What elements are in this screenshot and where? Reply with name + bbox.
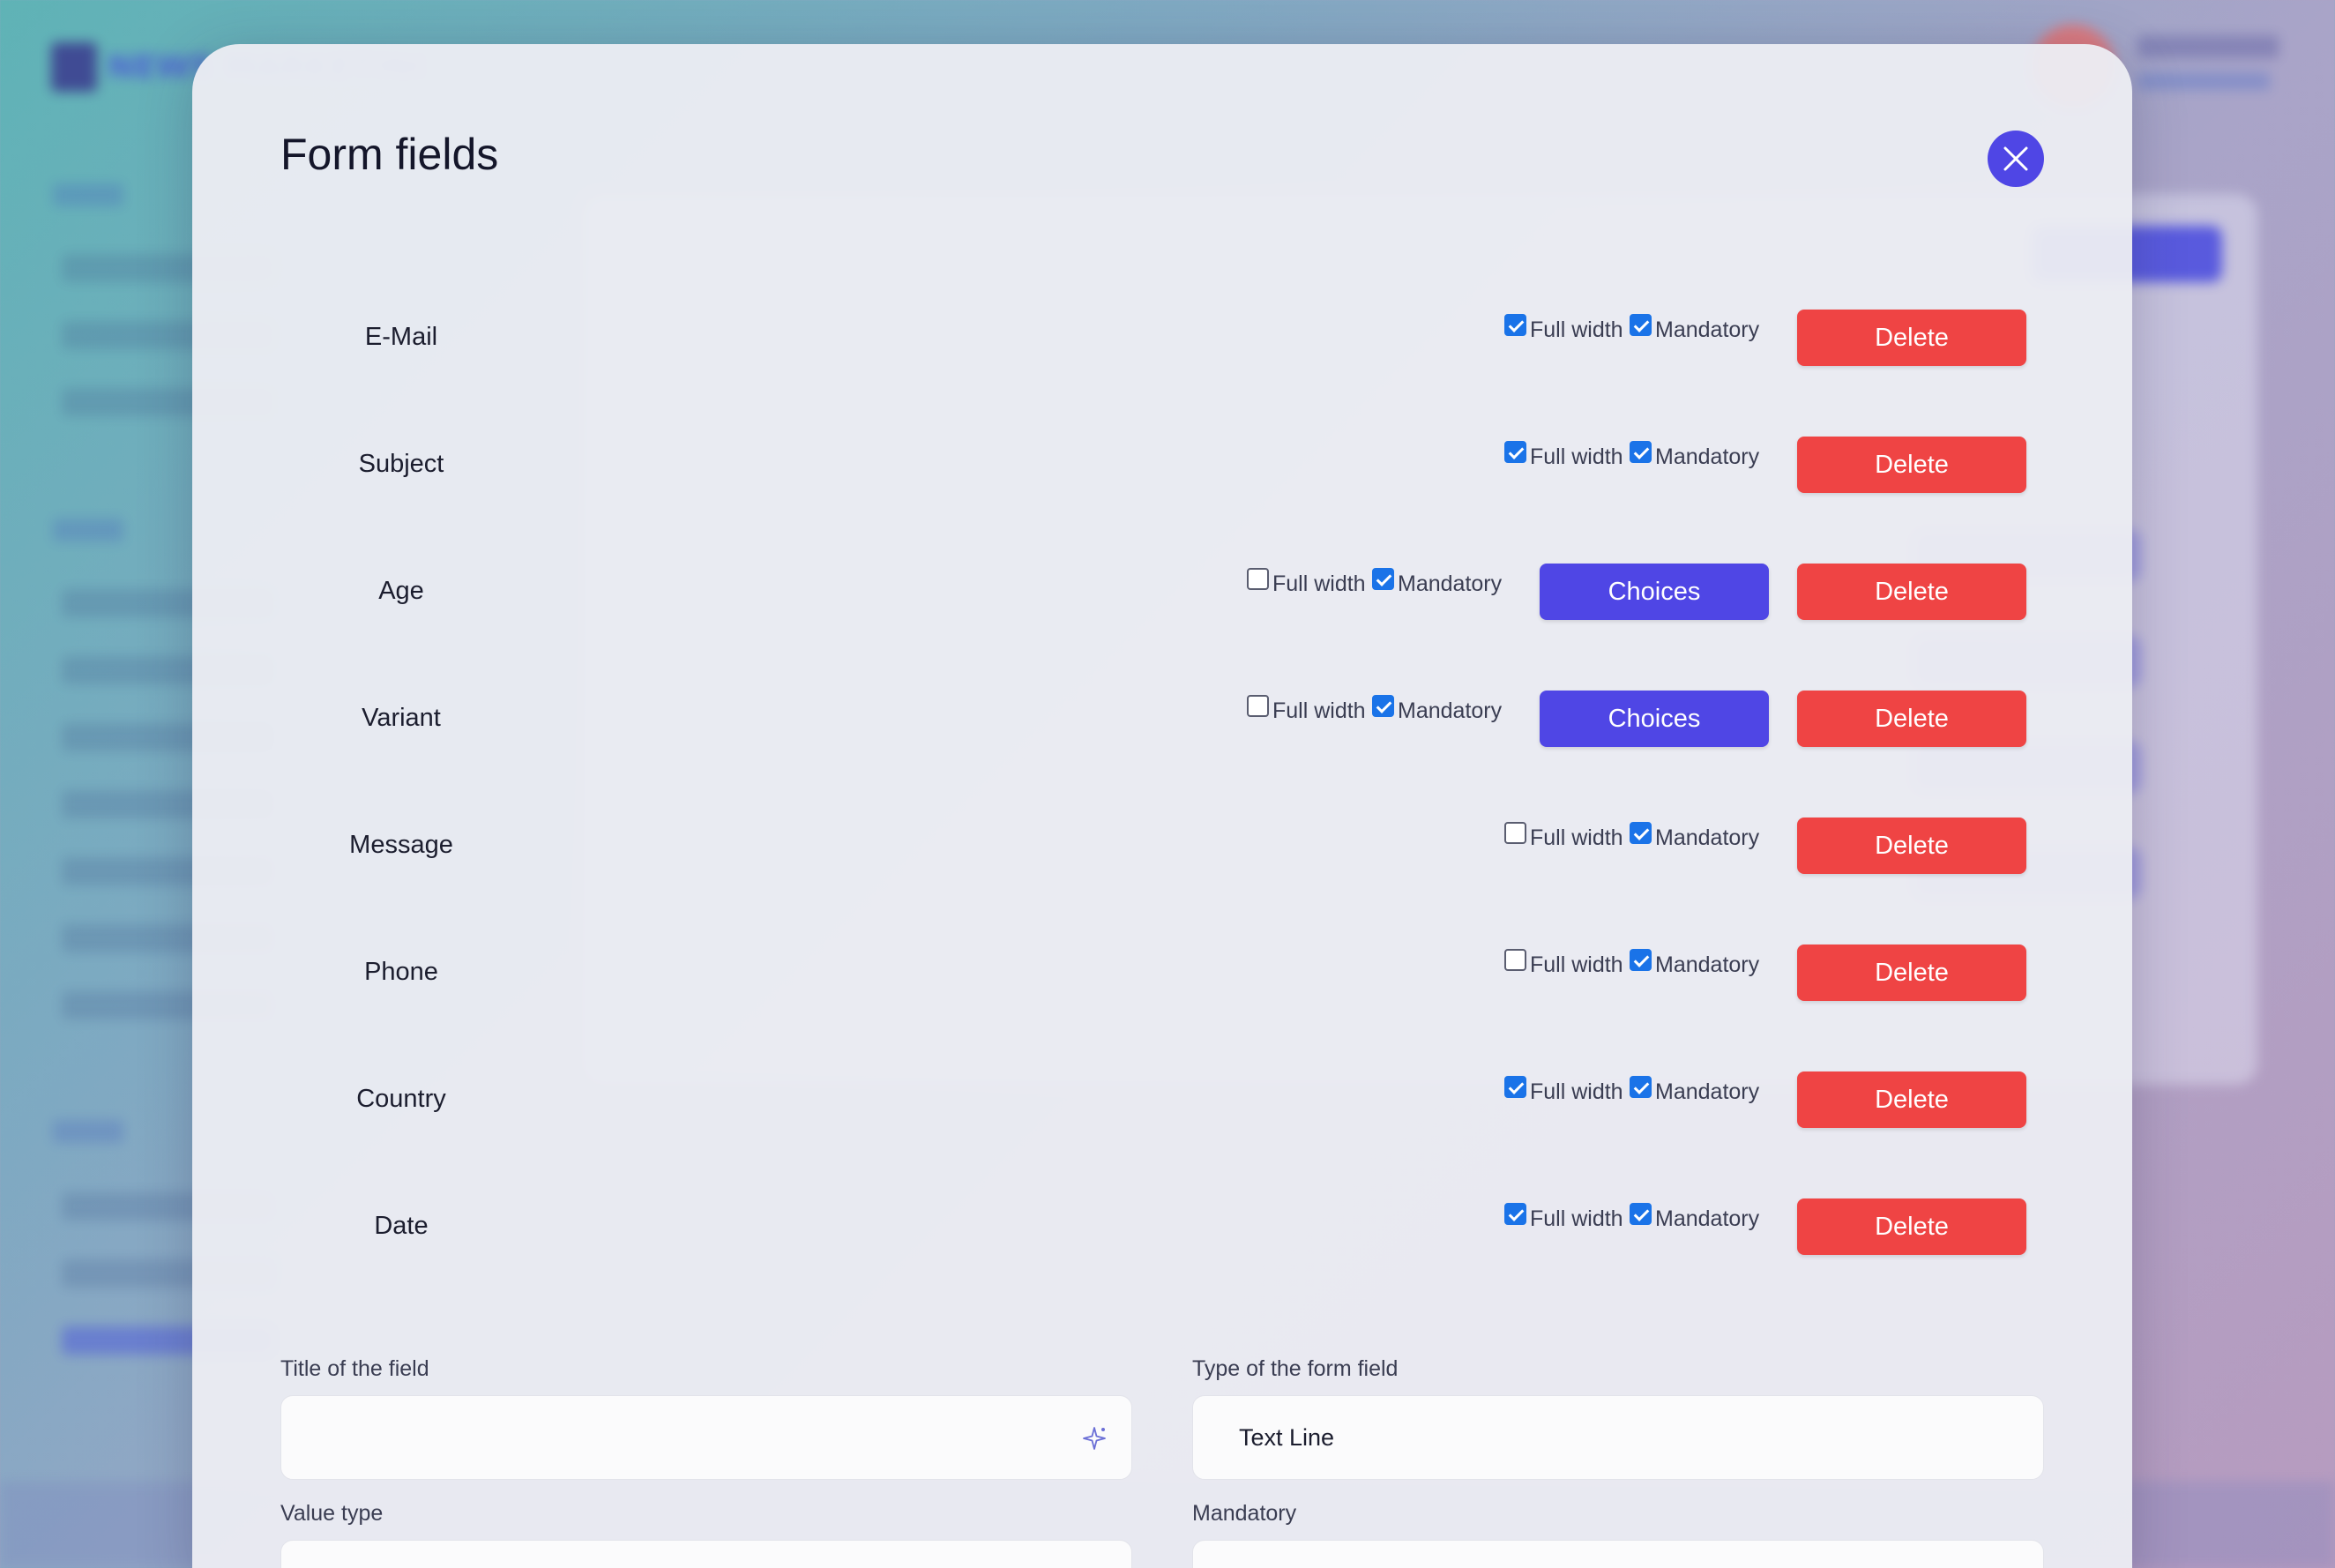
full-width-checkbox[interactable] xyxy=(1504,313,1526,336)
mandatory-option-label: Mandatory xyxy=(1655,317,1760,342)
mandatory-option-label: Mandatory xyxy=(1655,1206,1760,1231)
mandatory-option[interactable]: Mandatory xyxy=(1630,820,1759,855)
sparkle-icon[interactable] xyxy=(1080,1424,1108,1452)
full-width-checkbox[interactable] xyxy=(1504,821,1526,844)
choices-button[interactable]: Choices xyxy=(1540,691,1769,747)
full-width-checkbox[interactable] xyxy=(1504,1202,1526,1225)
type-field-value: Text Line xyxy=(1239,1423,1335,1451)
full-width-option[interactable]: Full width xyxy=(1247,566,1366,601)
mandatory-checkbox[interactable] xyxy=(1372,567,1394,590)
mandatory-select[interactable] xyxy=(1192,1540,2044,1568)
field-row: Subject Full width Mandatory Delete xyxy=(192,400,2132,527)
field-row: E-Mail Full width Mandatory Delete xyxy=(192,273,2132,400)
user-role xyxy=(2137,72,2270,90)
full-width-option[interactable]: Full width xyxy=(1504,820,1623,855)
field-name: Subject xyxy=(358,449,444,478)
field-name: Age xyxy=(378,576,424,605)
delete-button[interactable]: Delete xyxy=(1797,1071,2026,1128)
field-row: Country Full width Mandatory Delete xyxy=(192,1035,2132,1162)
full-width-option[interactable]: Full width xyxy=(1504,1074,1623,1109)
full-width-label: Full width xyxy=(1530,444,1623,469)
full-width-option[interactable]: Full width xyxy=(1247,693,1366,728)
full-width-checkbox[interactable] xyxy=(1504,440,1526,463)
sidebar-section xyxy=(53,1120,123,1143)
app-logo-icon xyxy=(51,42,97,92)
close-button[interactable] xyxy=(1988,131,2044,187)
field-name: Message xyxy=(349,830,453,859)
value-type-select[interactable] xyxy=(280,1540,1132,1568)
mandatory-option[interactable]: Mandatory xyxy=(1630,1201,1759,1236)
mandatory-option[interactable]: Mandatory xyxy=(1372,566,1502,601)
full-width-checkbox[interactable] xyxy=(1247,694,1269,717)
title-field-label: Title of the field xyxy=(280,1356,429,1381)
full-width-option[interactable]: Full width xyxy=(1504,1201,1623,1236)
mandatory-checkbox[interactable] xyxy=(1372,694,1394,717)
mandatory-checkbox[interactable] xyxy=(1630,948,1652,971)
full-width-option[interactable]: Full width xyxy=(1504,439,1623,474)
field-name: Country xyxy=(356,1084,446,1113)
user-name xyxy=(2137,35,2279,58)
close-icon xyxy=(2003,146,2028,171)
delete-button[interactable]: Delete xyxy=(1797,691,2026,747)
full-width-label: Full width xyxy=(1530,825,1623,850)
delete-button[interactable]: Delete xyxy=(1797,945,2026,1001)
mandatory-option-label: Mandatory xyxy=(1655,444,1760,469)
delete-button[interactable]: Delete xyxy=(1797,1198,2026,1255)
mandatory-checkbox[interactable] xyxy=(1630,1202,1652,1225)
field-row: Date Full width Mandatory Delete xyxy=(192,1162,2132,1289)
field-name: Date xyxy=(374,1211,429,1240)
full-width-checkbox[interactable] xyxy=(1504,948,1526,971)
mandatory-checkbox[interactable] xyxy=(1630,1075,1652,1098)
mandatory-label: Mandatory xyxy=(1192,1501,1297,1526)
mandatory-option-label: Mandatory xyxy=(1655,952,1760,977)
mandatory-option[interactable]: Mandatory xyxy=(1372,693,1502,728)
field-name: E-Mail xyxy=(364,322,438,351)
type-field-select[interactable]: Text Line xyxy=(1192,1395,2044,1480)
mandatory-checkbox[interactable] xyxy=(1630,440,1652,463)
mandatory-option[interactable]: Mandatory xyxy=(1630,439,1759,474)
mandatory-checkbox[interactable] xyxy=(1630,313,1652,336)
sidebar-section xyxy=(53,183,123,206)
mandatory-option[interactable]: Mandatory xyxy=(1630,947,1759,982)
mandatory-option-label: Mandatory xyxy=(1398,571,1503,596)
full-width-label: Full width xyxy=(1530,1206,1623,1231)
mandatory-option[interactable]: Mandatory xyxy=(1630,1074,1759,1109)
delete-button[interactable]: Delete xyxy=(1797,437,2026,493)
mandatory-option-label: Mandatory xyxy=(1655,825,1760,850)
full-width-label: Full width xyxy=(1272,571,1366,596)
field-row: Message Full width Mandatory Delete xyxy=(192,781,2132,908)
field-name: Variant xyxy=(362,703,441,732)
full-width-checkbox[interactable] xyxy=(1504,1075,1526,1098)
form-fields-modal: Form fields E-Mail Full width Mandatory Del… xyxy=(192,44,2132,1568)
mandatory-option[interactable]: Mandatory xyxy=(1630,312,1759,347)
field-row: Age Full width Mandatory Choices Delete xyxy=(192,527,2132,654)
full-width-label: Full width xyxy=(1530,1079,1623,1104)
full-width-option[interactable]: Full width xyxy=(1504,947,1623,982)
delete-button[interactable]: Delete xyxy=(1797,564,2026,620)
modal-title: Form fields xyxy=(280,130,499,179)
value-type-label: Value type xyxy=(280,1501,384,1526)
full-width-label: Full width xyxy=(1530,317,1623,342)
field-name: Phone xyxy=(364,957,438,986)
field-row: Variant Full width Mandatory Choices Delete xyxy=(192,654,2132,781)
delete-button[interactable]: Delete xyxy=(1797,310,2026,366)
choices-button[interactable]: Choices xyxy=(1540,564,1769,620)
full-width-label: Full width xyxy=(1272,698,1366,723)
sidebar-section xyxy=(53,519,123,541)
full-width-checkbox[interactable] xyxy=(1247,567,1269,590)
full-width-label: Full width xyxy=(1530,952,1623,977)
mandatory-checkbox[interactable] xyxy=(1630,821,1652,844)
type-field-label: Type of the form field xyxy=(1192,1356,1399,1381)
title-field-input[interactable] xyxy=(280,1395,1132,1480)
mandatory-option-label: Mandatory xyxy=(1398,698,1503,723)
delete-button[interactable]: Delete xyxy=(1797,818,2026,874)
mandatory-option-label: Mandatory xyxy=(1655,1079,1760,1104)
full-width-option[interactable]: Full width xyxy=(1504,312,1623,347)
field-row: Phone Full width Mandatory Delete xyxy=(192,908,2132,1035)
